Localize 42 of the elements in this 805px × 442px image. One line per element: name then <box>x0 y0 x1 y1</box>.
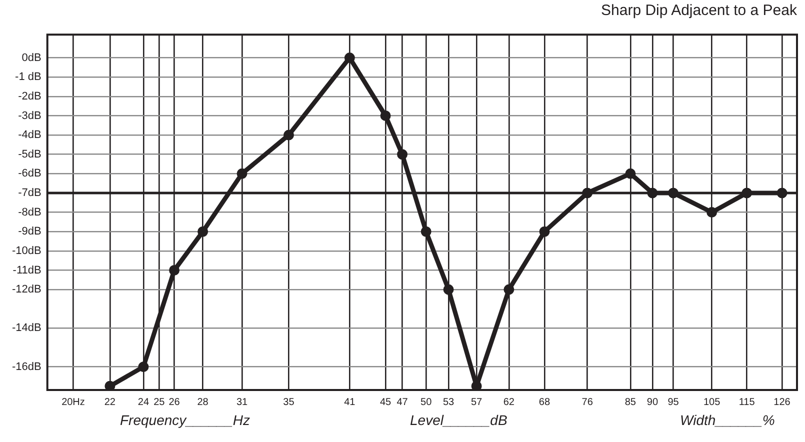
y-tick-label: -11dB <box>12 264 42 276</box>
y-tick-label: -16dB <box>12 360 42 373</box>
x-tick-label: 26 <box>168 396 180 408</box>
y-tick-label: -10dB <box>12 244 42 257</box>
x-tick-label: 85 <box>624 396 636 408</box>
x-tick-label: 105 <box>703 396 721 408</box>
x-tick-label: 126 <box>774 396 791 408</box>
x-tick-label: 47 <box>396 396 408 408</box>
x-tick-label: 62 <box>503 396 515 408</box>
y-tick-label: -9dB <box>18 226 42 238</box>
x-tick-label: 22 <box>104 396 116 408</box>
y-tick-label: -7dB <box>18 187 42 200</box>
y-tick-label: -4dB <box>18 129 42 142</box>
y-tick-label: -14dB <box>12 322 42 334</box>
x-tick-label: 28 <box>197 396 209 408</box>
y-tick-label: -3dB <box>18 110 42 122</box>
x-tick-label: 90 <box>646 396 658 408</box>
x-tick-label: 50 <box>420 396 432 408</box>
x-tick-label: 45 <box>380 396 392 408</box>
x-tick-label: 76 <box>582 396 594 408</box>
x-tick-label: 68 <box>538 396 550 408</box>
x-tick-label: 41 <box>344 396 356 408</box>
y-tick-label: 0dB <box>22 52 42 64</box>
x-tick-label: 25 <box>154 396 166 408</box>
text: Width______% <box>680 412 775 428</box>
x-tick-label: 95 <box>668 396 680 408</box>
y-tick-label: -6dB <box>18 168 42 180</box>
x-tick-label: 24 <box>138 396 150 408</box>
chart-title: Sharp Dip Adjacent to a Peak <box>601 2 797 19</box>
x-tick-label: 20Hz <box>62 396 85 408</box>
x-tick-label: 53 <box>442 396 455 408</box>
x-tick-label: 35 <box>283 396 295 408</box>
y-tick-label: -5dB <box>18 148 42 160</box>
text: Frequency______Hz <box>120 412 250 428</box>
y-tick-label: -2dB <box>18 90 42 102</box>
y-tick-label: -1 dB <box>15 71 42 84</box>
x-tick-label: 115 <box>738 396 756 408</box>
text: Level______dB <box>410 412 508 428</box>
x-tick-label: 31 <box>236 396 248 408</box>
y-tick-label: -12dB <box>12 284 42 296</box>
x-tick-label: 57 <box>470 396 483 408</box>
y-tick-label: -8dB <box>18 206 42 218</box>
